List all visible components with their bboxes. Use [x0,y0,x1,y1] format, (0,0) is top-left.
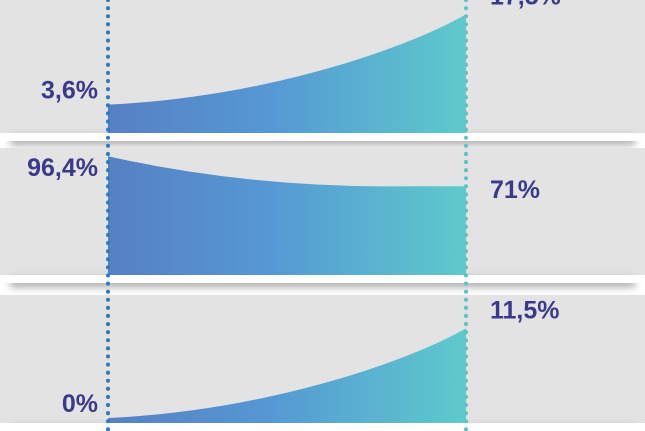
panel-1-area [108,14,466,133]
value-labels: 3,6% 17,5% 96,4% 71% 0% 11,5% [27,0,561,418]
dotted-guides [106,0,468,431]
panel-2-baseline [0,275,645,283]
panel-3-end-label: 11,5% [490,296,560,324]
panel-3-start-label: 0% [62,390,98,418]
panel-2-start-label: 96,4% [27,154,98,182]
panel-2-end-label: 71% [490,176,540,204]
panel-areas [108,14,466,423]
panel-3-baseline [0,423,645,431]
panel-1-start-label: 3,6% [41,77,98,105]
panel-1-baseline [0,133,645,141]
panel-1-end-label: 17,5% [490,0,561,10]
panel-2-area [108,156,466,275]
panel-3-area [108,328,466,423]
